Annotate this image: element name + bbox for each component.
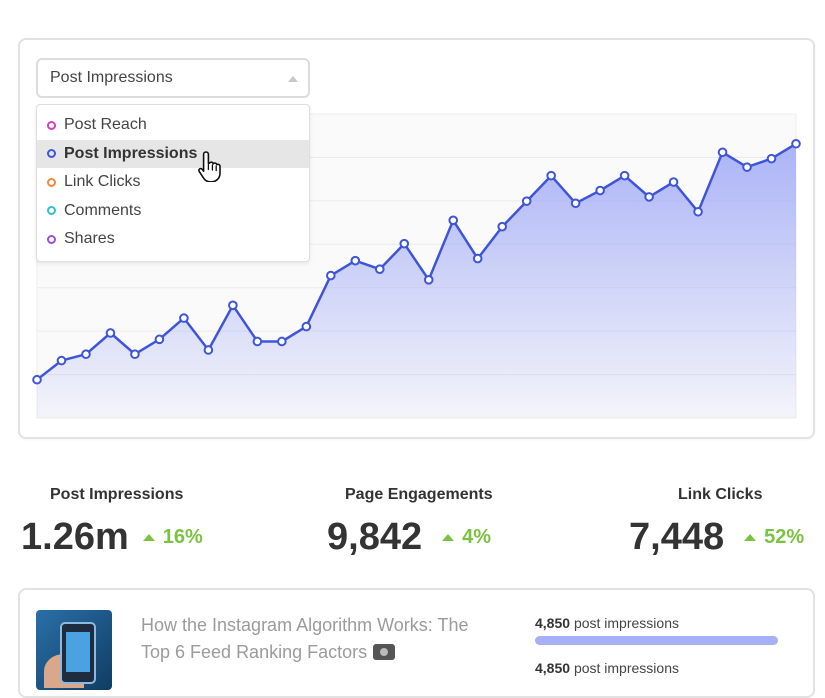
- post-title-link[interactable]: How the Instagram Algorithm Works: The T…: [141, 612, 481, 666]
- chart-point[interactable]: [56, 355, 67, 366]
- chart-point[interactable]: [644, 192, 654, 202]
- chart-point[interactable]: [326, 270, 336, 281]
- chart-point[interactable]: [693, 206, 703, 217]
- stat-link-clicks: Link Clicks 7,448 52%: [629, 486, 804, 556]
- menu-item-label: Post Reach: [64, 116, 147, 134]
- stat-label: Page Engagements: [345, 486, 493, 503]
- chart-point[interactable]: [203, 345, 214, 355]
- chart-point[interactable]: [252, 336, 263, 347]
- color-dot-icon: [47, 149, 56, 159]
- post-metric-label: post impressions: [573, 615, 679, 631]
- chart-point[interactable]: [350, 255, 361, 266]
- menu-item-label: Link Clicks: [64, 173, 141, 191]
- chart-point[interactable]: [668, 177, 679, 187]
- stat-label: Post Impressions: [50, 486, 184, 503]
- stat-page-engagements: Page Engagements 9,842 4%: [327, 486, 493, 556]
- chart-point[interactable]: [742, 162, 752, 172]
- trend-up-icon: [442, 533, 455, 541]
- menu-item-label: Post Impressions: [64, 144, 198, 162]
- stat-change: 52%: [764, 525, 805, 548]
- phone-image: [60, 622, 96, 684]
- menu-item-link-clicks[interactable]: Link Clicks: [37, 168, 309, 197]
- chart-point[interactable]: [595, 185, 605, 196]
- chart-point[interactable]: [791, 138, 801, 149]
- chart-points: [32, 138, 801, 385]
- chart-point[interactable]: [619, 170, 630, 181]
- hand-pointer-icon: [198, 151, 221, 182]
- chart-point[interactable]: [301, 321, 312, 332]
- post-metric-count: 4,850: [535, 660, 571, 676]
- chart-point[interactable]: [105, 328, 116, 338]
- color-dot-icon: [47, 120, 56, 130]
- color-dot-icon: [47, 177, 56, 187]
- chart-point[interactable]: [374, 264, 385, 274]
- stat-value: 9,842: [327, 516, 423, 558]
- chart-area-fill: [37, 143, 796, 419]
- chart-point[interactable]: [766, 153, 777, 164]
- chart-point[interactable]: [717, 147, 728, 158]
- color-dot-icon: [47, 234, 56, 244]
- metric-select[interactable]: Post Impressions: [36, 58, 310, 98]
- chart-point[interactable]: [570, 198, 581, 209]
- chart-point[interactable]: [521, 196, 532, 206]
- menu-item-label: Comments: [64, 201, 142, 219]
- menu-item-label: Shares: [64, 230, 115, 248]
- impressions-chart: [32, 113, 801, 419]
- chart-point[interactable]: [546, 170, 556, 181]
- metric-select-value: Post Impressions: [50, 69, 173, 86]
- chart-point[interactable]: [81, 349, 91, 360]
- metric-dropdown-menu: Post Reach Post Impressions Link Clicks …: [36, 104, 310, 262]
- chart-point[interactable]: [277, 336, 287, 347]
- color-dot-icon: [47, 206, 56, 216]
- post-title-text: How the Instagram Algorithm Works: The T…: [141, 615, 469, 662]
- post-metric: 4,850 post impressions: [535, 660, 679, 676]
- post-metric-count: 4,850: [535, 615, 571, 631]
- stat-change: 16%: [162, 525, 203, 548]
- menu-item-comments[interactable]: Comments: [37, 197, 309, 226]
- menu-item-post-impressions[interactable]: Post Impressions: [37, 139, 309, 168]
- post-thumbnail[interactable]: [36, 610, 112, 690]
- chart-point[interactable]: [423, 275, 434, 285]
- chart-point[interactable]: [228, 300, 238, 311]
- stat-post-impressions: Post Impressions 1.26m 16%: [21, 486, 203, 556]
- menu-item-shares[interactable]: Shares: [37, 225, 309, 254]
- menu-item-post-reach[interactable]: Post Reach: [37, 111, 309, 140]
- chart-point[interactable]: [448, 215, 459, 226]
- chart-point[interactable]: [399, 238, 410, 249]
- camera-icon: [373, 644, 396, 660]
- post-metric-bar: [535, 636, 778, 645]
- stat-label: Link Clicks: [678, 486, 763, 503]
- chart-point[interactable]: [472, 253, 483, 264]
- chart-point[interactable]: [130, 349, 140, 360]
- stat-value: 1.26m: [21, 516, 129, 558]
- chart-point[interactable]: [32, 374, 42, 385]
- trend-up-icon: [744, 533, 757, 541]
- caret-up-icon[interactable]: [288, 76, 298, 82]
- chart-point[interactable]: [497, 221, 507, 232]
- trend-up-icon: [142, 533, 155, 541]
- chart-point[interactable]: [154, 334, 165, 345]
- stat-value: 7,448: [629, 516, 725, 558]
- stat-change: 4%: [462, 525, 491, 548]
- post-metric: 4,850 post impressions: [535, 615, 679, 631]
- post-metric-label: post impressions: [573, 660, 679, 676]
- chart-point[interactable]: [179, 313, 189, 323]
